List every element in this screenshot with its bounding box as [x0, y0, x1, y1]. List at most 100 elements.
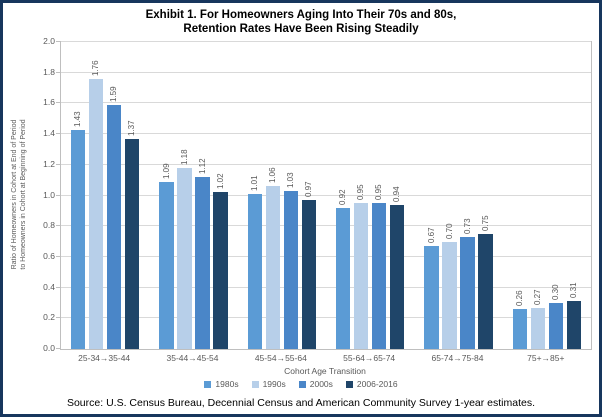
- legend-item: 1990s: [251, 379, 286, 389]
- y-tick-label: 0.0: [43, 343, 55, 353]
- bar: [247, 193, 263, 349]
- y-tick-label: 2.0: [43, 36, 55, 46]
- bar: [353, 203, 369, 349]
- legend-label: 2006-2016: [356, 379, 398, 389]
- y-tick-mark: [56, 41, 60, 42]
- chart-title-line2: Retention Rates Have Been Rising Steadil…: [183, 23, 419, 35]
- gridline: [61, 41, 591, 42]
- gridline: [61, 71, 591, 73]
- legend-label: 1980s: [215, 379, 239, 389]
- gridline: [61, 255, 591, 257]
- bar: [512, 309, 528, 349]
- bar-value-label: 1.43: [73, 110, 83, 127]
- gridline: [61, 163, 591, 165]
- bar-value-label: 1.59: [109, 86, 119, 102]
- bar-value-label: 0.31: [568, 282, 578, 299]
- y-tick-label: 0.6: [43, 250, 55, 261]
- bar: [283, 190, 299, 349]
- x-axis-title: Cohort Age Transition: [284, 366, 366, 376]
- legend-label: 1990s: [262, 379, 286, 389]
- bar: [159, 181, 174, 349]
- bar-value-label: 1.02: [215, 173, 225, 190]
- y-tick-label: 0.8: [43, 220, 55, 231]
- gridline: [61, 317, 591, 319]
- bar-value-label: 1.01: [249, 175, 259, 191]
- y-tick-label: 0.2: [43, 312, 55, 323]
- y-tick-label: 1.6: [43, 97, 55, 108]
- y-tick-label: 1.8: [43, 66, 55, 77]
- y-tick-mark: [56, 255, 60, 257]
- bar: [124, 138, 140, 349]
- bar-value-label: 0.67: [426, 227, 436, 244]
- y-tick-mark: [56, 71, 60, 73]
- y-axis-label-line1: Ratio of Homeowners in Cohort at End of …: [11, 119, 18, 270]
- y-tick-mark: [56, 348, 60, 349]
- bar: [301, 200, 317, 349]
- bar-value-label: 1.76: [91, 60, 101, 76]
- bar-value-label: 0.30: [550, 284, 560, 300]
- bar-value-label: 0.92: [338, 189, 348, 205]
- bar-value-label: 0.70: [444, 222, 454, 239]
- gridline: [61, 102, 591, 104]
- bar-value-label: 0.94: [392, 186, 402, 202]
- y-tick-label: 1.2: [43, 158, 55, 169]
- bar-value-label: 0.27: [532, 288, 542, 305]
- bar: [335, 207, 351, 349]
- gridline: [61, 133, 591, 135]
- bar: [389, 204, 405, 349]
- bar-value-label: 0.73: [462, 218, 472, 234]
- bar-value-label: 1.12: [197, 158, 207, 175]
- bar: [478, 233, 493, 349]
- legend-item: 1980s: [204, 379, 239, 389]
- y-tick-mark: [56, 225, 60, 227]
- y-tick-label: 1.0: [43, 189, 55, 200]
- y-tick-mark: [56, 163, 60, 165]
- bar-value-label: 0.95: [374, 184, 384, 201]
- y-tick-label: 0.4: [43, 281, 55, 292]
- x-tick-label: 45-54→55-64: [254, 353, 307, 363]
- bar: [195, 177, 210, 349]
- y-tick-mark: [56, 133, 60, 135]
- legend-swatch: [298, 380, 306, 388]
- gridline: [61, 194, 591, 196]
- source-note: Source: U.S. Census Bureau, Decennial Ce…: [66, 397, 536, 409]
- y-tick-mark: [56, 317, 60, 319]
- bar: [371, 203, 387, 349]
- bar: [424, 246, 439, 349]
- legend-swatch: [345, 380, 353, 388]
- y-tick-mark: [56, 102, 60, 104]
- chart-title-line1: Exhibit 1. For Homeowners Aging Into The…: [145, 9, 457, 21]
- bar: [530, 307, 546, 349]
- legend-swatch: [204, 380, 212, 388]
- bar-value-label: 1.09: [161, 163, 171, 179]
- x-tick-label: 25-34→35-44: [78, 353, 131, 363]
- bar: [213, 192, 228, 349]
- x-tick-label: 55-64→65-74: [343, 353, 396, 363]
- legend-item: 2006-2016: [345, 379, 398, 389]
- plot-area: 1.43 1.76 1.59 1.37 1.09 1.18 1.12 1.02 1.01 1.06…: [60, 41, 592, 350]
- bar-value-label: 0.97: [303, 181, 313, 198]
- y-axis-label: Ratio of Homeowners in Cohort at End of …: [10, 41, 30, 348]
- legend-item: 2000s: [298, 379, 333, 389]
- bar: [177, 167, 192, 349]
- gridline: [61, 225, 591, 227]
- y-tick-label: 1.4: [43, 128, 55, 139]
- legend-label: 2000s: [309, 379, 333, 389]
- y-tick-mark: [56, 194, 60, 196]
- x-tick-label: 75+→85+: [527, 353, 565, 363]
- legend: 1980s 1990s 2000s 2006-2016: [3, 379, 599, 389]
- bar: [265, 186, 281, 349]
- x-tick-label: 65-74→75-84: [431, 353, 484, 363]
- bar-value-label: 1.18: [179, 149, 189, 165]
- bar-value-label: 0.95: [356, 184, 366, 201]
- bar-value-label: 0.26: [514, 290, 524, 307]
- bar: [70, 129, 86, 349]
- bar: [442, 241, 457, 349]
- bar: [88, 78, 104, 349]
- bar: [460, 236, 475, 349]
- bar: [106, 104, 122, 349]
- bar: [566, 301, 582, 349]
- legend-swatch: [251, 380, 259, 388]
- bar-value-label: 0.75: [480, 215, 490, 231]
